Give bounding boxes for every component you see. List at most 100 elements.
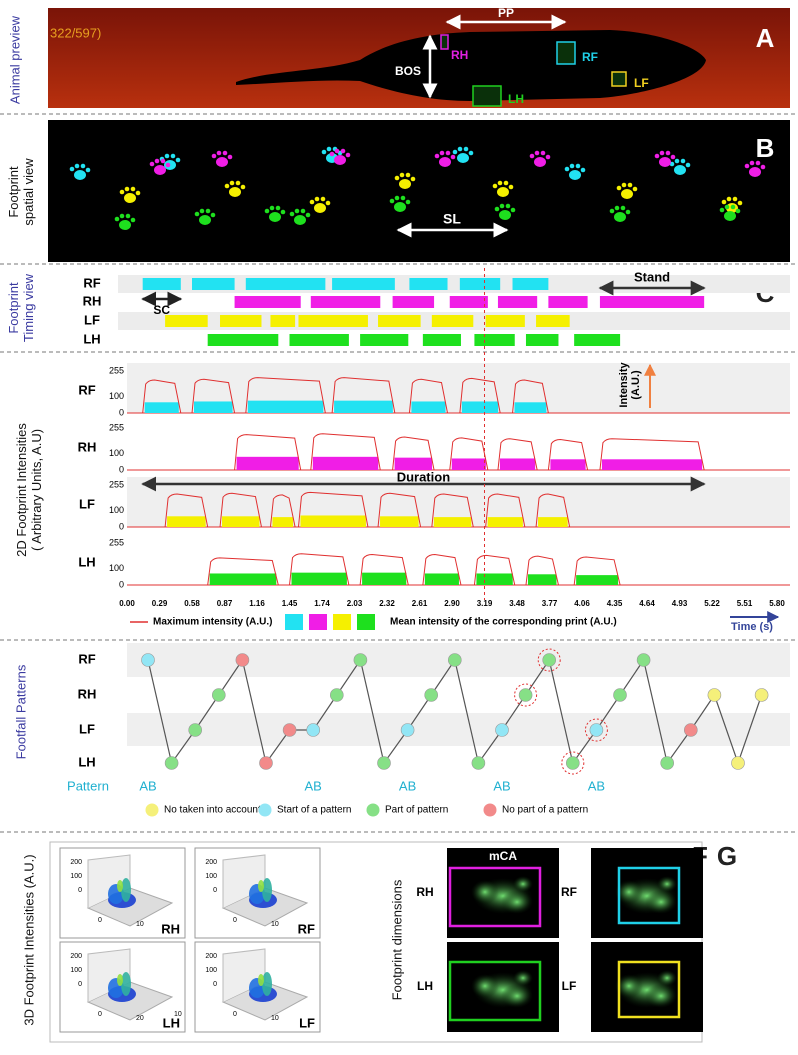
paw-print [154,165,166,175]
footfall-point [141,653,155,667]
footfall-point [329,688,344,702]
pattern-title: Pattern [67,778,109,793]
print-glow [471,880,499,904]
x-tick-label: 5.22 [704,599,720,608]
s-tick-label: 0 [233,1011,237,1018]
paw-print [229,187,241,197]
mean-intensity [222,516,260,527]
paw-print [119,220,131,230]
toe [69,166,75,172]
toe [510,207,516,213]
row-label: LF [79,721,95,736]
mean-intensity [291,572,347,585]
paw-box-label: RH [451,48,468,62]
y-tick-label: 255 [109,422,124,432]
toe [534,150,540,156]
mean-intensity [461,401,499,413]
footfall-point [235,653,250,667]
z-tick-label: 200 [70,953,82,960]
toe [345,152,351,158]
mean-intensity [487,517,523,527]
y-tick-label: 0 [119,464,124,474]
footfall-point [636,653,651,667]
footfall-point [424,688,439,702]
max-intensity [525,555,559,586]
mean-intensity [236,456,299,470]
dimension-label: RH [416,885,433,899]
view3d-label: RH [161,921,180,936]
legend-entry: Start of a pattern [277,805,352,816]
max-intensity [377,492,422,528]
paw-print [399,179,411,189]
mean-intensity [527,574,557,585]
spatial-image [48,120,790,262]
z-tick-label: 200 [205,859,217,866]
view3d-surface [117,974,123,986]
mean-intensity [272,517,294,527]
toe [744,163,750,169]
footfall-point [282,723,297,737]
max-intensity [289,553,350,586]
toe [211,153,217,159]
toe [508,184,514,190]
s-tick-label: 10 [271,921,279,928]
toe [125,213,131,219]
legend-dot [483,803,497,817]
toe [732,196,738,202]
paw-print [216,157,228,167]
contact-bar [298,315,368,327]
footfall-point [306,723,321,737]
x-tick-label: 5.51 [737,599,753,608]
toe [503,180,509,186]
toe [737,200,743,206]
toe [749,160,755,166]
z-tick-label: 100 [205,873,217,880]
footfall-point [589,723,604,737]
toe [340,148,346,154]
paw-box-label: LF [634,76,649,90]
pp-label: PP [498,6,514,20]
max-intensity [392,436,435,471]
toe [494,206,500,212]
toe [210,212,216,218]
y-tick-label: 100 [109,563,124,573]
view3d-label: LH [163,1015,180,1030]
toe [224,183,230,189]
toe [540,150,546,156]
x-tick-label: 0.00 [119,599,135,608]
legend-entry: No taken into account [164,805,261,816]
paw-box [440,34,449,50]
mean-intensity [334,400,393,413]
max-intensity [234,434,302,471]
view3d-surface [121,972,131,996]
paw-print [674,165,686,175]
footfall-point [377,756,391,770]
pattern-label: AB [305,778,322,793]
mean-intensity [499,458,536,470]
contact-bar [548,296,588,308]
print-glow [615,880,643,904]
toe [334,148,340,154]
print-glow [501,890,533,914]
footfall-point [212,688,226,702]
contact-bar [220,315,262,327]
toe [227,154,233,160]
sc-label: SC [153,303,170,317]
toe [289,211,295,217]
contact-bar [310,296,381,308]
toe [321,149,327,155]
mean-intensity [601,459,703,470]
toe [726,196,732,202]
toe [632,186,638,192]
dimension-box [448,866,542,928]
print-glow [513,970,533,986]
z-tick-label: 100 [70,967,82,974]
toe [326,146,332,152]
toe [394,195,400,201]
dimension-label: LF [562,979,577,993]
contact-bar [449,296,488,308]
toe [300,208,306,214]
y-tick-label: 100 [109,391,124,401]
max-intensity [408,378,449,414]
view3d-surface [117,880,123,892]
